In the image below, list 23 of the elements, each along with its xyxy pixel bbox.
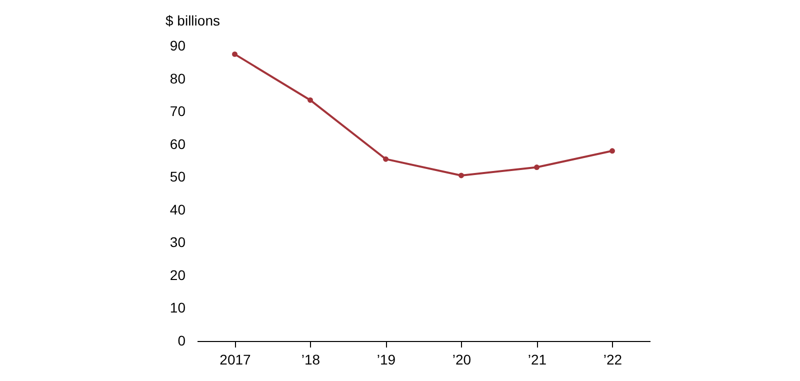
y-tick-label: 30 [170,234,186,250]
y-tick-label: 50 [170,168,186,185]
y-tick-label: 90 [170,38,186,54]
y-tick-label: 20 [170,266,186,283]
point [534,164,540,170]
y-tick-label: 80 [170,70,186,86]
point [232,51,238,57]
x-tick-label: ’21 [528,352,547,368]
y-tick-label: 10 [170,300,186,316]
x-tick-label: ’18 [301,352,320,368]
y-tick-label: 0 [178,332,186,348]
point [458,172,464,178]
y-axis-title: $ billions [166,12,220,28]
x-tick-label: 2017 [220,352,252,368]
x-tick-label: ’20 [452,352,472,368]
x-tick-label: ’22 [603,352,622,368]
x-tick-label: ’19 [376,352,396,368]
y-tick-label: 60 [170,136,186,152]
point [308,97,313,103]
y-tick-label: 40 [170,201,186,218]
point [383,156,388,162]
point [610,148,615,154]
y-tick-label: 70 [170,103,186,120]
